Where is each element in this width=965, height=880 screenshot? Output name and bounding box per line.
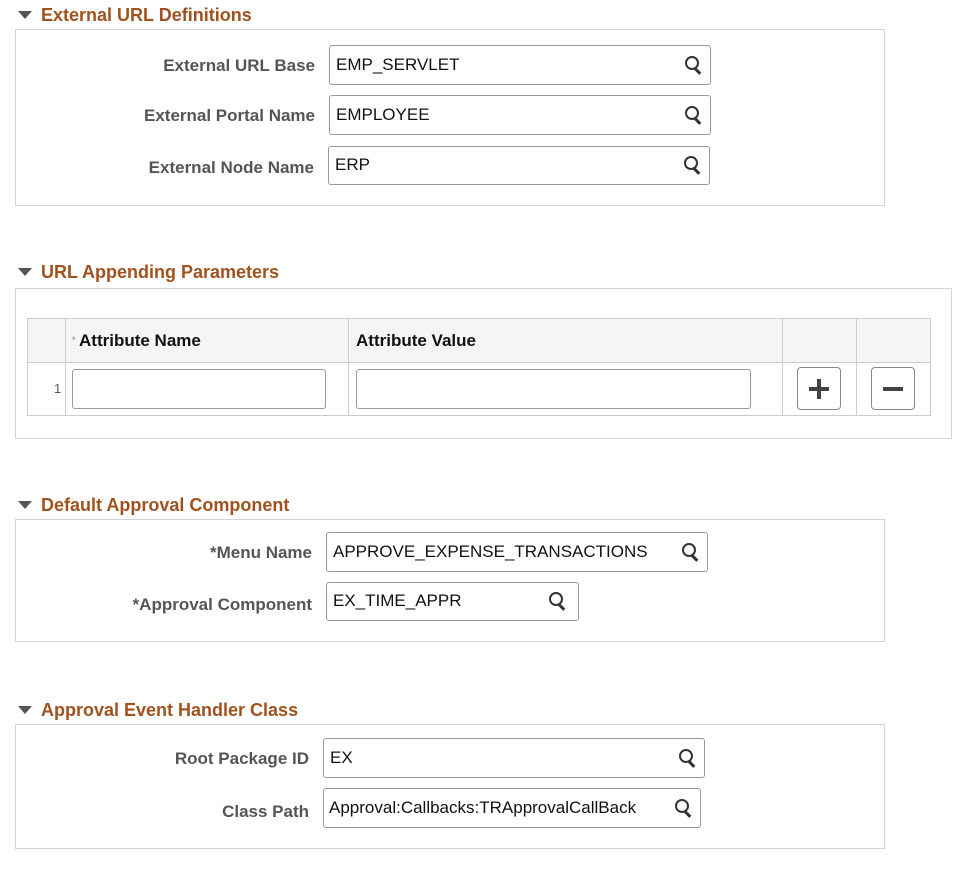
- required-mark: *: [72, 335, 76, 345]
- delete-row-button[interactable]: [871, 367, 915, 410]
- section-toggle-url-params[interactable]: URL Appending Parameters: [18, 261, 279, 283]
- collapse-triangle-icon: [18, 11, 32, 19]
- approval-component-box: [15, 519, 885, 642]
- input-value: EMP_SERVLET: [336, 55, 460, 74]
- search-icon[interactable]: [678, 748, 698, 768]
- add-row-button[interactable]: [797, 367, 841, 410]
- collapse-triangle-icon: [18, 706, 32, 714]
- root-package-id-input[interactable]: EX: [323, 738, 705, 778]
- input-value: EX: [330, 748, 353, 767]
- section-toggle-external-url[interactable]: External URL Definitions: [18, 4, 252, 26]
- params-grid: * Attribute Name Attribute Value 1: [27, 318, 931, 416]
- external-portal-name-input[interactable]: EMPLOYEE: [329, 95, 711, 135]
- col-header-attribute-name: Attribute Name: [79, 331, 201, 350]
- input-value: APPROVE_EXPENSE_TRANSACTIONS: [333, 542, 648, 561]
- external-url-box: [15, 29, 885, 206]
- external-portal-name-label: External Portal Name: [143, 106, 315, 125]
- search-icon[interactable]: [674, 798, 694, 818]
- search-icon[interactable]: [681, 542, 701, 562]
- section-title: External URL Definitions: [41, 4, 252, 25]
- input-value: ERP: [335, 155, 370, 174]
- collapse-triangle-icon: [18, 268, 32, 276]
- event-handler-box: [15, 724, 885, 849]
- external-url-base-input[interactable]: EMP_SERVLET: [329, 45, 711, 85]
- input-value: EMPLOYEE: [336, 105, 430, 124]
- section-toggle-event-handler[interactable]: Approval Event Handler Class: [18, 699, 298, 721]
- root-package-id-label: Root Package ID: [174, 749, 309, 768]
- attribute-value-input[interactable]: [356, 369, 751, 409]
- collapse-triangle-icon: [18, 501, 32, 509]
- approval-component-label: *Approval Component: [132, 595, 312, 614]
- external-node-name-input[interactable]: ERP: [328, 146, 710, 185]
- external-url-base-label: External URL Base: [163, 56, 315, 75]
- menu-name-label: *Menu Name: [209, 543, 312, 562]
- external-node-name-label: External Node Name: [148, 158, 314, 177]
- search-icon[interactable]: [684, 55, 704, 75]
- class-path-input[interactable]: Approval:Callbacks:TRApprovalCallBack: [323, 788, 701, 828]
- search-icon[interactable]: [684, 105, 704, 125]
- section-title: Approval Event Handler Class: [41, 699, 299, 720]
- search-icon[interactable]: [683, 155, 703, 175]
- section-title: Default Approval Component: [41, 494, 290, 515]
- row-number: 1: [54, 381, 62, 396]
- search-icon[interactable]: [548, 591, 568, 611]
- url-params-box: [15, 288, 952, 439]
- input-value: Approval:Callbacks:TRApprovalCallBack: [329, 798, 637, 817]
- class-path-label: Class Path: [222, 802, 309, 821]
- plus-icon: [809, 378, 829, 399]
- col-header-attribute-value: Attribute Value: [356, 331, 476, 350]
- menu-name-input[interactable]: APPROVE_EXPENSE_TRANSACTIONS: [326, 532, 708, 572]
- section-title: URL Appending Parameters: [41, 261, 280, 282]
- attribute-name-input[interactable]: [72, 369, 326, 409]
- section-toggle-approval-component[interactable]: Default Approval Component: [18, 494, 289, 516]
- grid-header: [28, 319, 930, 363]
- approval-component-input[interactable]: EX_TIME_APPR: [326, 582, 579, 621]
- input-value: EX_TIME_APPR: [333, 591, 462, 610]
- minus-icon: [883, 386, 903, 391]
